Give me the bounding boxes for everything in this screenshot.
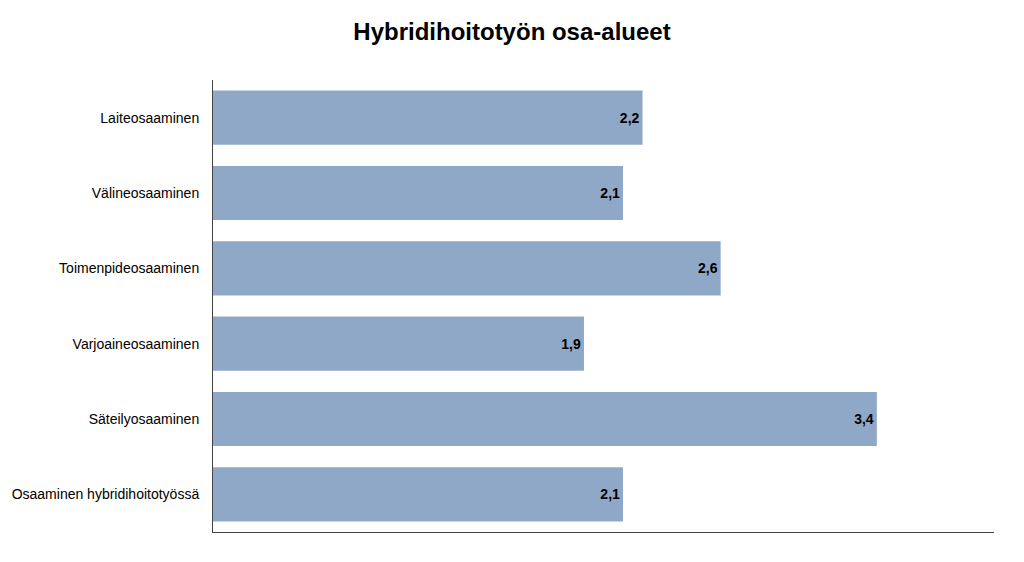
svg-text:Säteilyosaaminen: Säteilyosaaminen [89,411,200,427]
svg-text:2,2: 2,2 [620,110,640,126]
svg-text:Varjoaineosaaminen: Varjoaineosaaminen [73,336,200,352]
svg-text:Laiteosaaminen: Laiteosaaminen [100,110,199,126]
svg-text:2,1: 2,1 [600,185,620,201]
svg-text:2,1: 2,1 [600,486,620,502]
svg-text:Välineosaaminen: Välineosaaminen [92,185,199,201]
svg-text:Toimenpideosaaminen: Toimenpideosaaminen [59,260,199,276]
svg-text:1,9: 1,9 [561,336,581,352]
svg-text:3,4: 3,4 [854,411,874,427]
svg-text:Osaaminen hybridihoitotyössä: Osaaminen hybridihoitotyössä [12,486,200,502]
svg-text:2,6: 2,6 [698,260,718,276]
svg-text:Hybridihoitotyön osa-alueet: Hybridihoitotyön osa-alueet [353,18,670,45]
